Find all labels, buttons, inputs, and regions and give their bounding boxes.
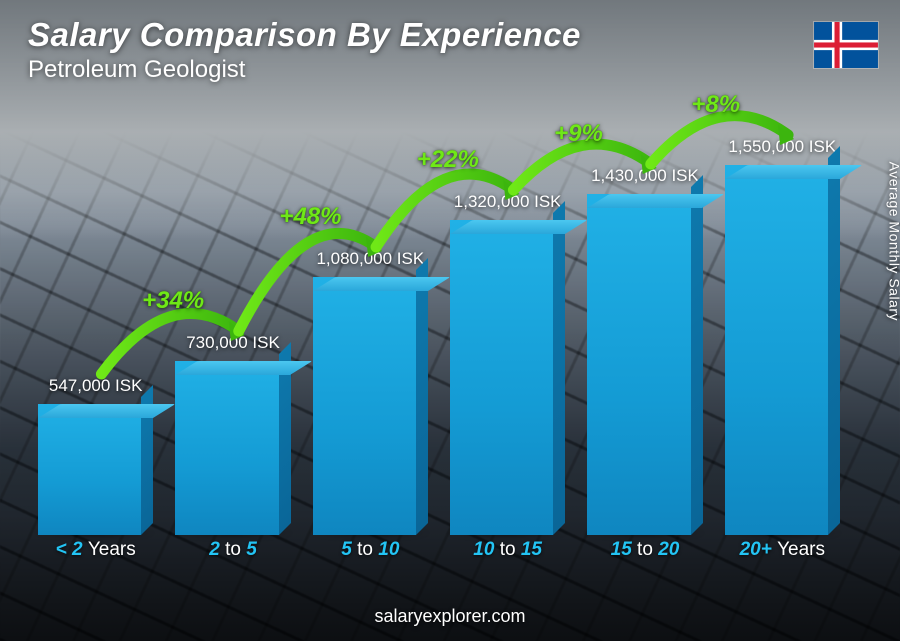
footer-attribution: salaryexplorer.com	[0, 606, 900, 627]
x-axis: < 2 Years 2 to 5 5 to 10 10 to 15 15 to 20 20…	[28, 539, 850, 569]
iceland-flag-icon	[814, 22, 878, 68]
bars-container: 547,000 ISK 730,000 ISK 1,080,000 ISK 1,320…	[28, 88, 850, 535]
bar-value-label: 730,000 ISK	[186, 333, 280, 353]
bar-col-5: 1,550,000 ISK	[725, 137, 840, 535]
bar-col-3: 1,320,000 ISK	[450, 192, 565, 535]
x-axis-label: 10 to 15	[450, 539, 565, 569]
bar	[313, 277, 428, 535]
bar-col-1: 730,000 ISK	[175, 333, 290, 535]
x-axis-label: 2 to 5	[175, 539, 290, 569]
x-axis-label: < 2 Years	[38, 539, 153, 569]
bar	[38, 404, 153, 535]
bar-value-label: 1,550,000 ISK	[728, 137, 836, 157]
x-axis-label: 5 to 10	[313, 539, 428, 569]
bar	[725, 165, 840, 535]
bar-chart: 547,000 ISK 730,000 ISK 1,080,000 ISK 1,320…	[28, 88, 850, 569]
chart-subtitle: Petroleum Geologist	[28, 56, 245, 84]
bar	[450, 220, 565, 535]
y-axis-label: Average Monthly Salary	[886, 161, 900, 320]
bar-value-label: 1,320,000 ISK	[454, 192, 562, 212]
chart-title: Salary Comparison By Experience	[28, 16, 581, 54]
bar-col-0: 547,000 ISK	[38, 376, 153, 535]
x-axis-label: 20+ Years	[725, 539, 840, 569]
bar	[587, 194, 702, 535]
bar	[175, 361, 290, 535]
bar-col-4: 1,430,000 ISK	[587, 166, 702, 535]
bar-value-label: 1,080,000 ISK	[316, 249, 424, 269]
bar-col-2: 1,080,000 ISK	[313, 249, 428, 535]
bar-value-label: 547,000 ISK	[49, 376, 143, 396]
bar-value-label: 1,430,000 ISK	[591, 166, 699, 186]
x-axis-label: 15 to 20	[587, 539, 702, 569]
